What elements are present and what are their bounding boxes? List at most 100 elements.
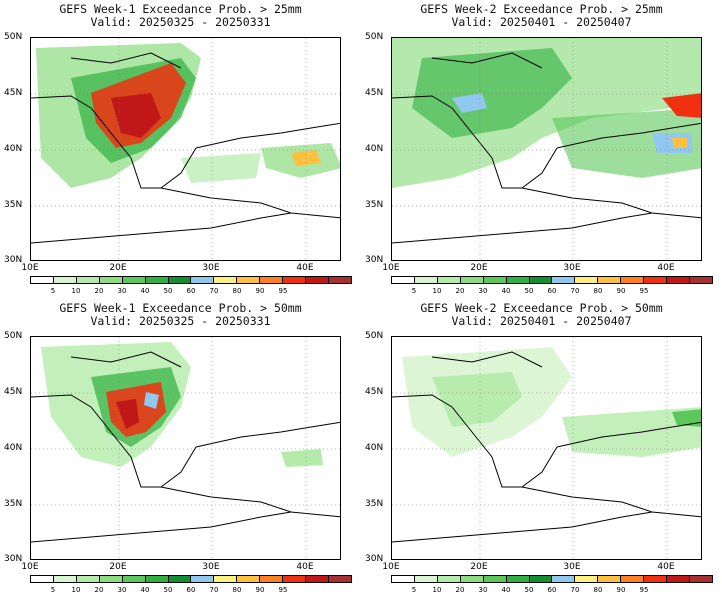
colorbar-swatch: [53, 277, 77, 283]
colorbar-label: 50: [163, 287, 173, 295]
valid-dates: Valid: 20250325 - 20250331: [90, 15, 271, 29]
colorbar-swatch: [392, 576, 415, 582]
lat-label: 40N: [365, 443, 384, 453]
colorbar-label: 95: [278, 586, 288, 594]
colorbar-swatch: [689, 277, 712, 283]
colorbar-label: 95: [639, 586, 649, 594]
colorbar-label: 95: [639, 287, 649, 295]
lat-label: 45N: [4, 387, 23, 397]
colorbar-swatch: [552, 277, 576, 283]
colorbar-label: 5: [411, 287, 417, 295]
panel-week1-25mm: GEFS Week-1 Exceedance Prob. > 25mm Vali…: [0, 0, 361, 299]
lat-label: 35N: [4, 499, 23, 509]
colorbar-label: 80: [232, 287, 242, 295]
lat-label: 30N: [4, 255, 23, 265]
panel-week1-50mm: GEFS Week-1 Exceedance Prob. > 50mm Vali…: [0, 299, 361, 598]
colorbar-swatch: [414, 576, 438, 582]
colorbar: [30, 575, 352, 583]
colorbar-label: 50: [524, 287, 534, 295]
colorbar-swatch: [328, 277, 351, 283]
colorbar-swatch: [260, 277, 284, 283]
colorbar-swatch: [644, 576, 668, 582]
colorbar-swatch: [621, 277, 645, 283]
colorbar-swatch: [392, 277, 415, 283]
colorbar-swatch: [260, 576, 284, 582]
map-area: [30, 336, 341, 560]
colorbar-label: 70: [209, 287, 219, 295]
colorbar-swatch: [414, 277, 438, 283]
colorbar-swatch: [644, 277, 668, 283]
colorbar-label: 30: [478, 287, 488, 295]
lon-label: 40E: [657, 562, 675, 572]
colorbar-label: 95: [278, 287, 288, 295]
colorbar-swatch: [575, 576, 599, 582]
colorbar-label: 90: [616, 586, 626, 594]
lat-label: 40N: [4, 443, 23, 453]
lon-label: 40E: [296, 562, 314, 572]
colorbar-label: 20: [94, 287, 104, 295]
colorbar-swatch: [437, 277, 461, 283]
lat-label: 50N: [365, 331, 384, 341]
colorbar-label: 50: [524, 586, 534, 594]
colorbar-swatch: [598, 576, 622, 582]
colorbar-label: 50: [163, 586, 173, 594]
colorbar-swatch: [460, 277, 484, 283]
colorbar-swatch: [145, 277, 169, 283]
colorbar-swatch: [667, 277, 690, 283]
valid-dates: Valid: 20250325 - 20250331: [90, 314, 271, 328]
lon-label: 10E: [382, 562, 400, 572]
lon-label: 40E: [296, 263, 314, 273]
colorbar-label: 80: [232, 586, 242, 594]
lat-label: 35N: [365, 200, 384, 210]
colorbar-swatch: [168, 277, 192, 283]
colorbar-label: 40: [501, 586, 511, 594]
colorbar-swatch: [237, 576, 261, 582]
lon-label: 20E: [109, 562, 127, 572]
colorbar-swatch: [168, 576, 192, 582]
probability-map: [31, 38, 340, 260]
colorbar-swatch: [529, 277, 553, 283]
colorbar-swatch: [667, 576, 690, 582]
lon-label: 10E: [382, 263, 400, 273]
colorbar-swatch: [31, 576, 54, 582]
colorbar: [30, 276, 352, 284]
map-area: [391, 37, 702, 261]
lat-label: 50N: [4, 331, 23, 341]
colorbar-swatch: [506, 576, 530, 582]
lat-label: 45N: [365, 88, 384, 98]
colorbar-swatch: [214, 576, 238, 582]
lat-label: 45N: [4, 88, 23, 98]
panel-title: GEFS Week-2 Exceedance Prob. > 50mm: [420, 301, 663, 315]
colorbar-label: 90: [616, 287, 626, 295]
colorbar-label: 70: [209, 586, 219, 594]
colorbar-label: 20: [455, 287, 465, 295]
colorbar-label: 40: [140, 287, 150, 295]
lat-label: 35N: [4, 200, 23, 210]
lat-label: 50N: [365, 32, 384, 42]
colorbar-swatch: [437, 576, 461, 582]
colorbar-label: 30: [117, 586, 127, 594]
colorbar-label: 20: [455, 586, 465, 594]
probability-map: [392, 38, 701, 260]
lat-label: 50N: [4, 32, 23, 42]
lon-label: 20E: [109, 263, 127, 273]
colorbar-label: 60: [547, 586, 557, 594]
panel-week2-25mm: GEFS Week-2 Exceedance Prob. > 25mm Vali…: [361, 0, 722, 299]
map-area: [30, 37, 341, 261]
colorbar-swatch: [283, 576, 307, 582]
colorbar-label: 5: [50, 287, 56, 295]
colorbar-swatch: [621, 576, 645, 582]
colorbar: [391, 276, 713, 284]
colorbar-swatch: [191, 277, 215, 283]
colorbar-label: 10: [71, 586, 81, 594]
lon-label: 10E: [21, 562, 39, 572]
map-area: [391, 336, 702, 560]
colorbar-label: 30: [117, 287, 127, 295]
valid-dates: Valid: 20250401 - 20250407: [451, 314, 632, 328]
lon-label: 30E: [563, 263, 581, 273]
colorbar-swatch: [306, 277, 329, 283]
panel-title: GEFS Week-1 Exceedance Prob. > 25mm: [59, 2, 302, 16]
colorbar-label: 70: [570, 287, 580, 295]
lat-label: 30N: [365, 255, 384, 265]
colorbar-swatch: [122, 576, 146, 582]
